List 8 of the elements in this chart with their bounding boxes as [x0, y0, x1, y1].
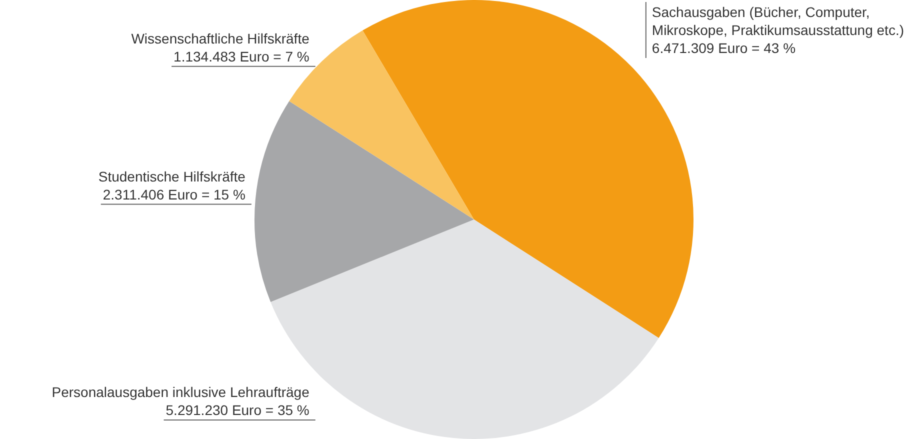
slice-label: Sachausgaben (Bücher, Computer, Mikroskope, Praktikumsausstattung etc.) [652, 4, 904, 38]
slice-label: Wissenschaftliche Hilfskräfte [131, 30, 310, 46]
data-label: 1.134.483 Euro = 7 % [174, 48, 310, 64]
data-label: 2.311.406 Euro = 15 % [102, 186, 246, 202]
data-label: 6.471.309 Euro = 43 % [652, 40, 796, 56]
slice-label: Personalausgaben inklusive Lehraufträge [52, 384, 310, 400]
data-label: 5.291.230 Euro = 35 % [166, 402, 310, 418]
slice-label: Studentische Hilfskräfte [98, 168, 246, 184]
